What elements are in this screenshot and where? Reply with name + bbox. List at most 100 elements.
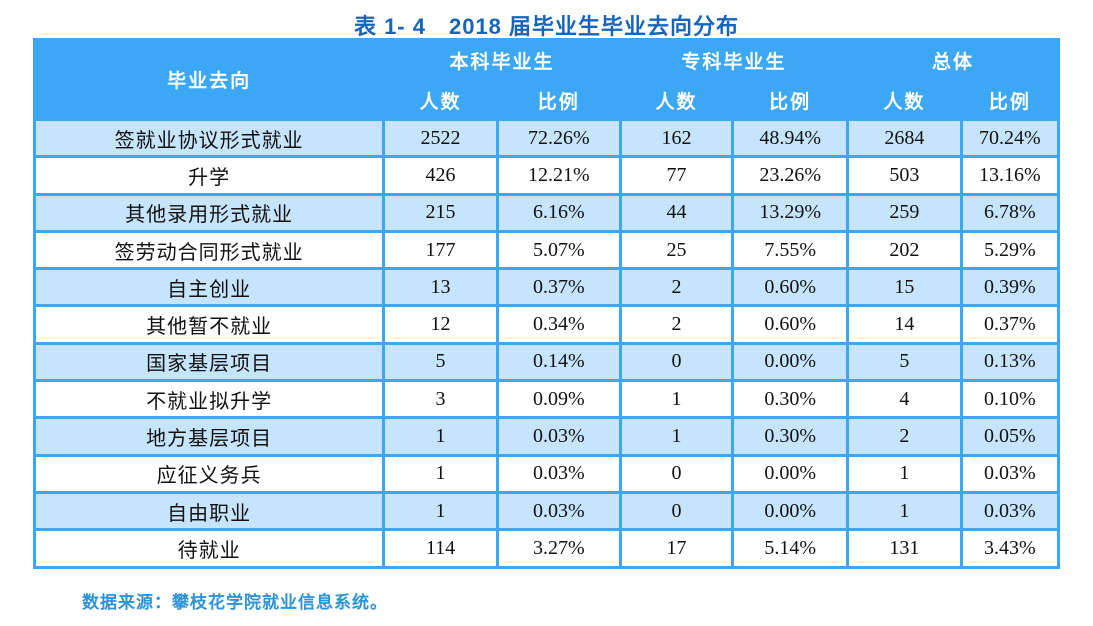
table-row: 升学 426 12.21% 77 23.26% 503 13.16% [32, 155, 1061, 196]
value-cell: 0.03% [959, 453, 1061, 494]
value-cell: 0.00% [731, 341, 850, 383]
destination-cell: 自主创业 [32, 267, 386, 308]
value-cell: 2 [618, 267, 735, 308]
value-cell: 1 [382, 490, 499, 532]
column-group-undergraduate: 本科毕业生 [382, 38, 622, 82]
table-row: 其他暂不就业 12 0.34% 2 0.60% 14 0.37% [32, 304, 1061, 345]
value-cell: 2522 [382, 117, 499, 159]
value-cell: 6.78% [959, 192, 1061, 233]
source-note: 数据来源：攀枝花学院就业信息系统。 [82, 593, 388, 612]
value-cell: 2 [846, 416, 963, 457]
value-cell: 1 [618, 416, 735, 457]
column-header-overall-ratio: 比例 [959, 79, 1061, 121]
value-cell: 13 [382, 267, 499, 308]
value-cell: 0.03% [495, 416, 622, 457]
value-cell: 259 [846, 192, 963, 233]
value-cell: 3.43% [959, 528, 1061, 569]
destination-cell: 地方基层项目 [32, 416, 386, 457]
value-cell: 0.39% [959, 267, 1061, 308]
value-cell: 23.26% [731, 155, 850, 196]
value-cell: 1 [846, 490, 963, 532]
value-cell: 2684 [846, 117, 963, 159]
value-cell: 114 [382, 528, 499, 569]
value-cell: 0.05% [959, 416, 1061, 457]
value-cell: 0.34% [495, 304, 622, 345]
table-row: 签就业协议形式就业 2522 72.26% 162 48.94% 2684 70.24% [32, 117, 1061, 159]
value-cell: 0.13% [959, 341, 1061, 383]
page-title: 表 1- 4 2018 届毕业生毕业去向分布 [353, 14, 740, 39]
value-cell: 426 [382, 155, 499, 196]
value-cell: 162 [618, 117, 735, 159]
value-cell: 5.29% [959, 229, 1061, 271]
value-cell: 5 [846, 341, 963, 383]
destination-cell: 自由职业 [32, 490, 386, 532]
value-cell: 0.03% [495, 453, 622, 494]
value-cell: 1 [382, 416, 499, 457]
graduation-destination-table: 毕业去向 本科毕业生 专科毕业生 总体 人数 比例 人数 比例 人数 比例 签就… [32, 38, 1061, 569]
value-cell: 1 [618, 379, 735, 420]
value-cell: 0.00% [731, 453, 850, 494]
destination-cell: 升学 [32, 155, 386, 196]
value-cell: 0.03% [959, 490, 1061, 532]
value-cell: 0.00% [731, 490, 850, 532]
destination-cell: 其他录用形式就业 [32, 192, 386, 233]
column-header-undergrad-count: 人数 [382, 79, 499, 121]
value-cell: 0.03% [495, 490, 622, 532]
value-cell: 215 [382, 192, 499, 233]
value-cell: 0 [618, 341, 735, 383]
destination-cell: 签劳动合同形式就业 [32, 229, 386, 271]
value-cell: 4 [846, 379, 963, 420]
column-header-overall-count: 人数 [846, 79, 963, 121]
table-row: 自主创业 13 0.37% 2 0.60% 15 0.39% [32, 267, 1061, 308]
value-cell: 0.10% [959, 379, 1061, 420]
value-cell: 0.30% [731, 379, 850, 420]
value-cell: 1 [846, 453, 963, 494]
column-header-college-count: 人数 [618, 79, 735, 121]
column-group-junior-college: 专科毕业生 [618, 38, 850, 82]
column-header-undergrad-ratio: 比例 [495, 79, 622, 121]
value-cell: 5.14% [731, 528, 850, 569]
value-cell: 13.29% [731, 192, 850, 233]
value-cell: 131 [846, 528, 963, 569]
value-cell: 3 [382, 379, 499, 420]
table-row: 国家基层项目 5 0.14% 0 0.00% 5 0.13% [32, 341, 1061, 383]
value-cell: 72.26% [495, 117, 622, 159]
value-cell: 12.21% [495, 155, 622, 196]
destination-cell: 国家基层项目 [32, 341, 386, 383]
value-cell: 70.24% [959, 117, 1061, 159]
value-cell: 0.60% [731, 304, 850, 345]
value-cell: 0.60% [731, 267, 850, 308]
table-row: 不就业拟升学 3 0.09% 1 0.30% 4 0.10% [32, 379, 1061, 420]
table-row: 其他录用形式就业 215 6.16% 44 13.29% 259 6.78% [32, 192, 1061, 233]
value-cell: 2 [618, 304, 735, 345]
table-header: 毕业去向 本科毕业生 专科毕业生 总体 人数 比例 人数 比例 人数 比例 [32, 38, 1061, 121]
value-cell: 5 [382, 341, 499, 383]
table-row: 待就业 114 3.27% 17 5.14% 131 3.43% [32, 528, 1061, 569]
table-row: 地方基层项目 1 0.03% 1 0.30% 2 0.05% [32, 416, 1061, 457]
value-cell: 202 [846, 229, 963, 271]
table-body: 签就业协议形式就业 2522 72.26% 162 48.94% 2684 70.24% 升学… [32, 117, 1061, 569]
table-row: 自由职业 1 0.03% 0 0.00% 1 0.03% [32, 490, 1061, 532]
column-header-college-ratio: 比例 [731, 79, 850, 121]
value-cell: 44 [618, 192, 735, 233]
destination-cell: 待就业 [32, 528, 386, 569]
value-cell: 13.16% [959, 155, 1061, 196]
value-cell: 7.55% [731, 229, 850, 271]
value-cell: 6.16% [495, 192, 622, 233]
value-cell: 17 [618, 528, 735, 569]
value-cell: 503 [846, 155, 963, 196]
column-header-destination: 毕业去向 [32, 38, 386, 121]
value-cell: 5.07% [495, 229, 622, 271]
destination-cell: 不就业拟升学 [32, 379, 386, 420]
value-cell: 0.37% [959, 304, 1061, 345]
value-cell: 0.09% [495, 379, 622, 420]
value-cell: 14 [846, 304, 963, 345]
value-cell: 1 [382, 453, 499, 494]
value-cell: 0 [618, 453, 735, 494]
table-row: 签劳动合同形式就业 177 5.07% 25 7.55% 202 5.29% [32, 229, 1061, 271]
table-row: 应征义务兵 1 0.03% 0 0.00% 1 0.03% [32, 453, 1061, 494]
destination-cell: 其他暂不就业 [32, 304, 386, 345]
value-cell: 25 [618, 229, 735, 271]
value-cell: 0.37% [495, 267, 622, 308]
value-cell: 12 [382, 304, 499, 345]
